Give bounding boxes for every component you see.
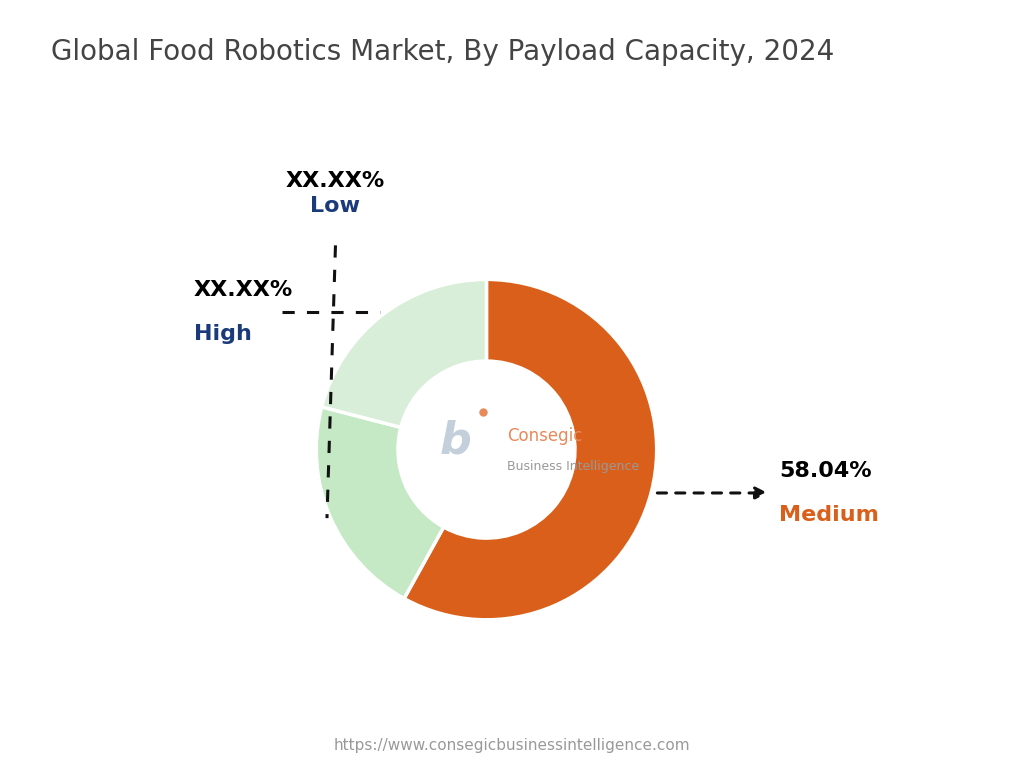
Wedge shape (404, 280, 656, 620)
Wedge shape (316, 407, 443, 598)
Text: High: High (194, 324, 252, 344)
Text: https://www.consegicbusinessintelligence.com: https://www.consegicbusinessintelligence… (334, 737, 690, 753)
Text: 58.04%: 58.04% (779, 461, 871, 481)
Text: Global Food Robotics Market, By Payload Capacity, 2024: Global Food Robotics Market, By Payload … (51, 38, 835, 66)
Text: Business Intelligence: Business Intelligence (507, 460, 639, 473)
Text: Low: Low (310, 196, 360, 216)
Text: b: b (440, 419, 472, 462)
Text: Consegic: Consegic (507, 427, 583, 445)
Text: XX.XX%: XX.XX% (194, 280, 293, 300)
Wedge shape (322, 280, 486, 427)
Text: XX.XX%: XX.XX% (286, 170, 385, 191)
Text: Medium: Medium (779, 505, 879, 525)
